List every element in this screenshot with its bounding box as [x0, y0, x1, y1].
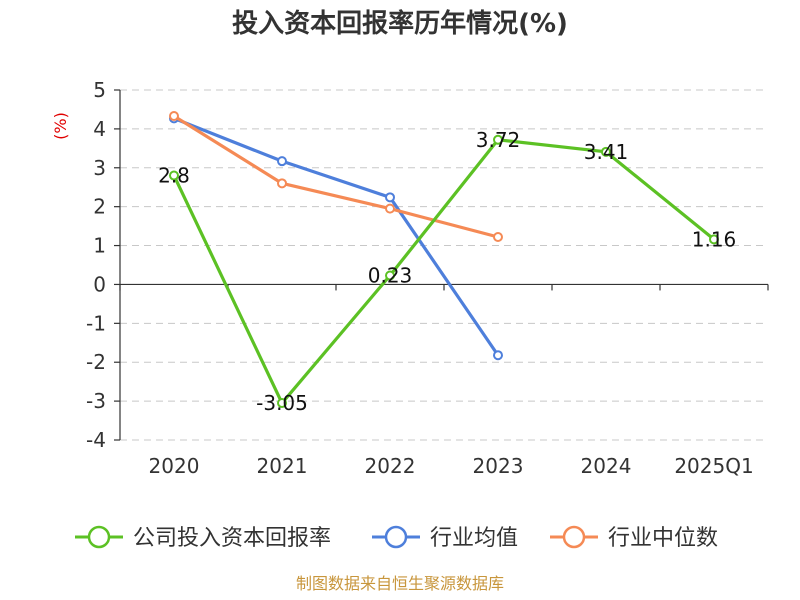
chart-title: 投入资本回报率历年情况(%): [232, 8, 568, 39]
series-0-point-2024: [601, 146, 611, 157]
series-0-point-2025Q1: [709, 234, 719, 245]
series-0-point-2020: [169, 170, 179, 181]
data-label-2023: 3.72: [476, 128, 521, 152]
x-tick-label-2023: 2023: [473, 454, 524, 478]
data-label-2024: 3.41: [584, 140, 629, 164]
legend-item-1[interactable]: 行业均值: [372, 525, 518, 551]
y-tick-label-6: -1: [86, 311, 106, 335]
y-tick-label-0: 5: [93, 78, 106, 102]
legend-label-1: 行业均值: [430, 526, 518, 551]
series-line-2: [173, 114, 499, 239]
y-tick-label-9: -4: [86, 428, 106, 452]
series-2-point-2022: [385, 203, 395, 214]
x-tick-label-2020: 2020: [149, 454, 200, 478]
x-tick-labels: 2020 2021 2022 2023 2024 2025Q1: [149, 454, 754, 478]
series-0-point-2021: [277, 398, 287, 409]
y-tick-label-7: -2: [86, 350, 106, 374]
series-1-point-2021: [277, 156, 287, 167]
y-tick-label-1: 4: [93, 117, 106, 141]
y-axis-unit: (%): [51, 112, 70, 140]
legend: 公司投入资本回报率 行业均值 行业中位数: [75, 525, 718, 551]
y-tick-label-8: -3: [86, 389, 106, 413]
series-lines: [169, 111, 719, 409]
axes: [114, 89, 769, 441]
data-labels: 2.8 -3.05 0.23 3.72 3.41 1.16: [158, 128, 736, 415]
series-1-point-2022: [385, 192, 395, 203]
grid-lines: [120, 89, 768, 441]
legend-marker-0: [87, 525, 111, 549]
legend-item-0[interactable]: 公司投入资本回报率: [75, 525, 331, 551]
y-tick-label-3: 2: [93, 195, 106, 219]
legend-label-2: 行业中位数: [608, 526, 718, 551]
y-tick-labels: 5 4 3 2 1 0 -1 -2 -3 -4: [86, 78, 106, 452]
series-0-point-2023: [493, 134, 503, 145]
series-0-point-2022: [385, 270, 395, 281]
y-tick-label-4: 1: [93, 234, 106, 258]
source-note: 制图数据来自恒生聚源数据库: [296, 574, 504, 593]
series-1-point-2023: [493, 350, 503, 361]
data-label-2022: 0.23: [368, 264, 413, 288]
series-1: [169, 113, 503, 361]
series-2-point-2023: [493, 232, 503, 242]
x-tick-label-2024: 2024: [581, 454, 632, 478]
legend-item-2[interactable]: 行业中位数: [550, 525, 718, 551]
series-2-point-2020: [169, 111, 179, 122]
legend-label-0: 公司投入资本回报率: [133, 526, 331, 551]
series-line-1: [173, 116, 500, 357]
data-label-2025Q1: 1.16: [692, 227, 737, 251]
series-line-0: [172, 138, 716, 405]
x-tick-label-2025Q1: 2025Q1: [674, 454, 753, 478]
data-label-2020: 2.8: [158, 164, 190, 188]
y-tick-label-2: 3: [93, 156, 106, 180]
series-2: [169, 111, 503, 242]
x-tick-label-2022: 2022: [365, 454, 416, 478]
legend-marker-2: [562, 525, 586, 549]
series-2-point-2021: [277, 178, 287, 189]
y-tick-label-5: 0: [93, 272, 106, 296]
legend-marker-1: [384, 525, 408, 549]
data-label-2021: -3.05: [256, 391, 308, 415]
series-0: [169, 134, 719, 409]
x-tick-label-2021: 2021: [257, 454, 308, 478]
